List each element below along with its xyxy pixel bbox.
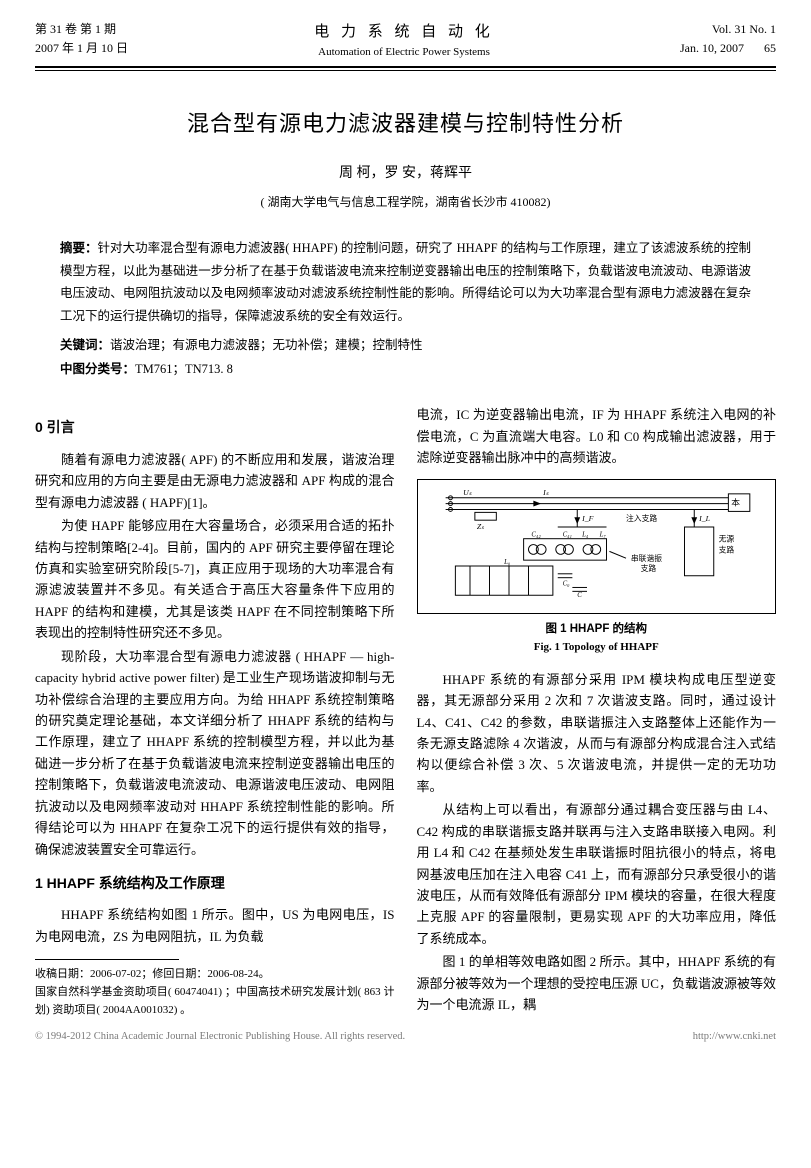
authors: 周 柯，罗 安，蒋辉平: [35, 163, 776, 185]
header: 第 31 卷 第 1 期 2007 年 1 月 10 日 电 力 系 统 自 动…: [35, 20, 776, 62]
paper-title: 混合型有源电力滤波器建模与控制特性分析: [35, 106, 776, 141]
page-number: 65: [764, 39, 776, 58]
copyright-left: © 1994-2012 China Academic Journal Elect…: [35, 1029, 405, 1046]
date-cn: 2007 年 1 月 10 日: [35, 39, 128, 58]
date-en: Jan. 10, 2007: [680, 39, 744, 58]
journal-en: Automation of Electric Power Systems: [314, 44, 494, 62]
label-is: Iₛ: [542, 488, 549, 497]
label-passive1: 无源: [718, 534, 734, 543]
label-if: I_F: [581, 514, 593, 523]
label-l4: L₄: [581, 531, 589, 538]
header-center: 电 力 系 统 自 动 化 Automation of Electric Pow…: [314, 20, 494, 62]
keywords-text: 谐波治理；有源电力滤波器；无功补偿；建模；控制特性: [110, 338, 423, 352]
label-passive2: 支路: [718, 544, 734, 554]
right-p4: 图 1 的单相等效电路如图 2 所示。其中，HHAPF 系统的有源部分被等效为一…: [417, 951, 777, 1015]
journal-cn: 电 力 系 统 自 动 化: [314, 20, 494, 44]
figure-1: Uₛ Iₛ Zₛ 本 I_F I_L 注入支路: [417, 479, 777, 614]
footnote-rule: [35, 959, 179, 960]
sec0-head: 0 引言: [35, 416, 395, 438]
label-l7: L₇: [598, 531, 606, 538]
copyright-right: http://www.cnki.net: [693, 1029, 776, 1046]
header-right: Vol. 31 No. 1 Jan. 10, 2007 65: [680, 20, 776, 58]
label-c42: C₄₂: [531, 531, 541, 538]
keywords: 关键词：谐波治理；有源电力滤波器；无功补偿；建模；控制特性: [60, 335, 751, 355]
fig1-caption-en: Fig. 1 Topology of HHAPF: [417, 639, 777, 657]
sec0-p2: 为使 HAPF 能够应用在大容量场合，必须采用合适的拓扑结构与控制策略[2-4]…: [35, 515, 395, 644]
affiliation: ( 湖南大学电气与信息工程学院，湖南省长沙市 410082): [35, 193, 776, 212]
label-c41: C₄₁: [562, 531, 571, 538]
keywords-label: 关键词：: [60, 338, 110, 352]
label-us: Uₛ: [463, 488, 472, 497]
abstract: 摘要：针对大功率混合型有源电力滤波器( HHAPF) 的控制问题，研究了 HHA…: [60, 237, 751, 327]
label-l0: L₀: [503, 559, 511, 566]
sec1-head: 1 HHAPF 系统结构及工作原理: [35, 872, 395, 894]
clc-label: 中图分类号：: [60, 362, 135, 376]
sec1-p1: HHAPF 系统结构如图 1 所示。图中，US 为电网电压，IS 为电网电流，Z…: [35, 904, 395, 947]
right-p2: HHAPF 系统的有源部分采用 IPM 模块构成电压型逆变器，其无源部分采用 2…: [417, 669, 777, 798]
footnote-1: 收稿日期：2006-07-02；修回日期：2006-08-24。: [35, 966, 395, 984]
fig1-caption-cn: 图 1 HHAPF 的结构: [417, 620, 777, 638]
header-left: 第 31 卷 第 1 期 2007 年 1 月 10 日: [35, 20, 128, 58]
label-c: C: [577, 592, 582, 599]
label-zs: Zₛ: [476, 522, 483, 531]
label-c0: C₀: [562, 580, 570, 587]
label-load: 本: [731, 496, 740, 507]
label-il: I_L: [698, 514, 710, 523]
clc: 中图分类号：TM761；TN713. 8: [60, 359, 751, 379]
body-columns: 0 引言 随着有源电力滤波器( APF) 的不断应用和发展，谐波治理研究和应用的…: [35, 404, 776, 1019]
circuit-diagram: Uₛ Iₛ Zₛ 本 I_F I_L 注入支路: [426, 488, 768, 605]
right-column: 电流，IC 为逆变器输出电流，IF 为 HHAPF 系统注入电网的补偿电流，C …: [417, 404, 777, 1019]
vol-en: Vol. 31 No. 1: [680, 20, 776, 39]
abstract-label: 摘要：: [60, 241, 98, 255]
label-inject: 注入支路: [626, 513, 657, 523]
right-p3: 从结构上可以看出，有源部分通过耦合变压器与由 L4、C42 构成的串联谐振支路并…: [417, 799, 777, 949]
abstract-text: 针对大功率混合型有源电力滤波器( HHAPF) 的控制问题，研究了 HHAPF …: [60, 241, 751, 323]
right-p1: 电流，IC 为逆变器输出电流，IF 为 HHAPF 系统注入电网的补偿电流，C …: [417, 404, 777, 468]
clc-text: TM761；TN713. 8: [135, 362, 233, 376]
label-series1: 串联谐振: [630, 553, 661, 563]
sec0-p1: 随着有源电力滤波器( APF) 的不断应用和发展，谐波治理研究和应用的方向主要是…: [35, 449, 395, 513]
copyright: © 1994-2012 China Academic Journal Elect…: [35, 1029, 776, 1046]
sec0-p3: 现阶段，大功率混合型有源电力滤波器 ( HHAPF — high-capacit…: [35, 646, 395, 860]
left-column: 0 引言 随着有源电力滤波器( APF) 的不断应用和发展，谐波治理研究和应用的…: [35, 404, 395, 1019]
vol-cn: 第 31 卷 第 1 期: [35, 20, 128, 39]
header-rule: [35, 66, 776, 71]
footnote-2: 国家自然科学基金资助项目( 60474041) ；中国高技术研究发展计划( 86…: [35, 984, 395, 1019]
label-series2: 支路: [640, 563, 656, 573]
